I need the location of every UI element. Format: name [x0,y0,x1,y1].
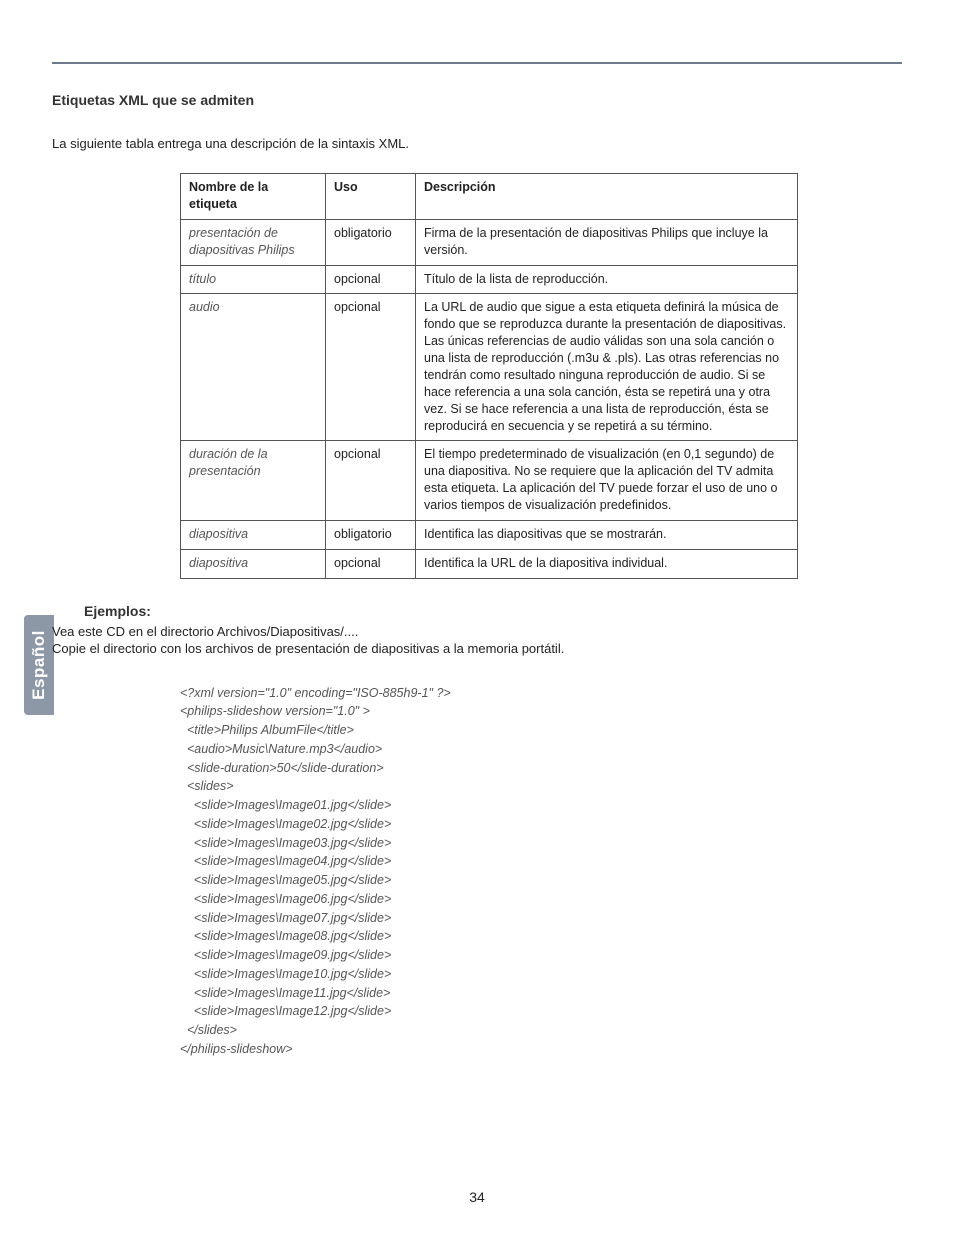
cell-tag-name: presentación de diapositivas Philips [181,219,326,265]
language-tab: Español [24,615,54,715]
cell-tag-name: título [181,265,326,294]
cell-desc: Identifica las diapositivas que se mostr… [416,520,798,549]
table-row: diapositivaopcionalIdentifica la URL de … [181,549,798,578]
table-row: audioopcionalLa URL de audio que sigue a… [181,294,798,441]
cell-uso: opcional [326,441,416,521]
cell-desc: La URL de audio que sigue a esta etiquet… [416,294,798,441]
cell-tag-name: audio [181,294,326,441]
table-row: diapositivaobligatorioIdentifica las dia… [181,520,798,549]
page-content: Etiquetas XML que se admiten La siguient… [52,92,902,1059]
cell-tag-name: diapositiva [181,520,326,549]
col-header-name: Nombre de la etiqueta [181,174,326,220]
cell-desc: Firma de la presentación de diapositivas… [416,219,798,265]
examples-text: Vea este CD en el directorio Archivos/Di… [52,623,902,658]
cell-desc: Título de la lista de reproducción. [416,265,798,294]
table-row: presentación de diapositivas Philipsobli… [181,219,798,265]
intro-text: La siguiente tabla entrega una descripci… [52,136,902,151]
cell-uso: obligatorio [326,219,416,265]
col-header-uso: Uso [326,174,416,220]
table-row: títuloopcionalTítulo de la lista de repr… [181,265,798,294]
examples-line: Copie el directorio con los archivos de … [52,640,902,658]
section-heading: Etiquetas XML que se admiten [52,92,902,108]
col-header-desc: Descripción [416,174,798,220]
table-row: duración de la presentaciónopcionalEl ti… [181,441,798,521]
xml-code-block: <?xml version="1.0" encoding="ISO-885h9-… [180,684,902,1059]
xml-tags-table: Nombre de la etiqueta Uso Descripción pr… [180,173,798,579]
top-rule [52,62,902,64]
cell-uso: opcional [326,294,416,441]
cell-tag-name: diapositiva [181,549,326,578]
cell-desc: Identifica la URL de la diapositiva indi… [416,549,798,578]
cell-tag-name: duración de la presentación [181,441,326,521]
cell-uso: opcional [326,549,416,578]
examples-line: Vea este CD en el directorio Archivos/Di… [52,623,902,641]
examples-heading: Ejemplos: [84,603,902,619]
page-number: 34 [0,1189,954,1205]
table-header-row: Nombre de la etiqueta Uso Descripción [181,174,798,220]
cell-uso: opcional [326,265,416,294]
cell-desc: El tiempo predeterminado de visualizació… [416,441,798,521]
language-tab-label: Español [29,630,49,700]
cell-uso: obligatorio [326,520,416,549]
